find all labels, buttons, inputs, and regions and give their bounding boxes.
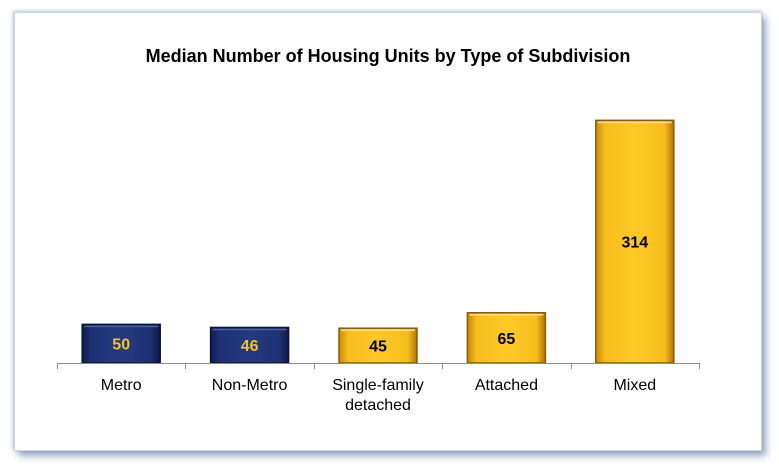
chart-frame: Median Number of Housing Units by Type o… <box>14 12 762 451</box>
bars-layer <box>81 119 675 364</box>
data-label: 314 <box>621 235 648 252</box>
data-label: 65 <box>498 331 516 348</box>
category-label: Single-family detached <box>332 377 424 414</box>
data-label: 45 <box>369 339 387 356</box>
category-label: Metro <box>101 377 142 394</box>
data-label: 50 <box>112 337 130 354</box>
bar <box>81 323 161 364</box>
data-label: 46 <box>241 338 259 355</box>
category-label: Non-Metro <box>212 377 288 394</box>
x-axis-ticks <box>57 363 700 369</box>
bar-chart: 50 Metro 46 Non-Metro 45 Single-family detache… <box>57 119 700 414</box>
labels-layer: 50 Metro 46 Non-Metro 45 Single-family detache… <box>101 235 656 414</box>
chart-title: Median Number of Housing Units by Type o… <box>145 46 631 66</box>
category-label: Mixed <box>613 377 656 394</box>
category-label: Attached <box>475 377 538 394</box>
bar <box>595 119 675 364</box>
